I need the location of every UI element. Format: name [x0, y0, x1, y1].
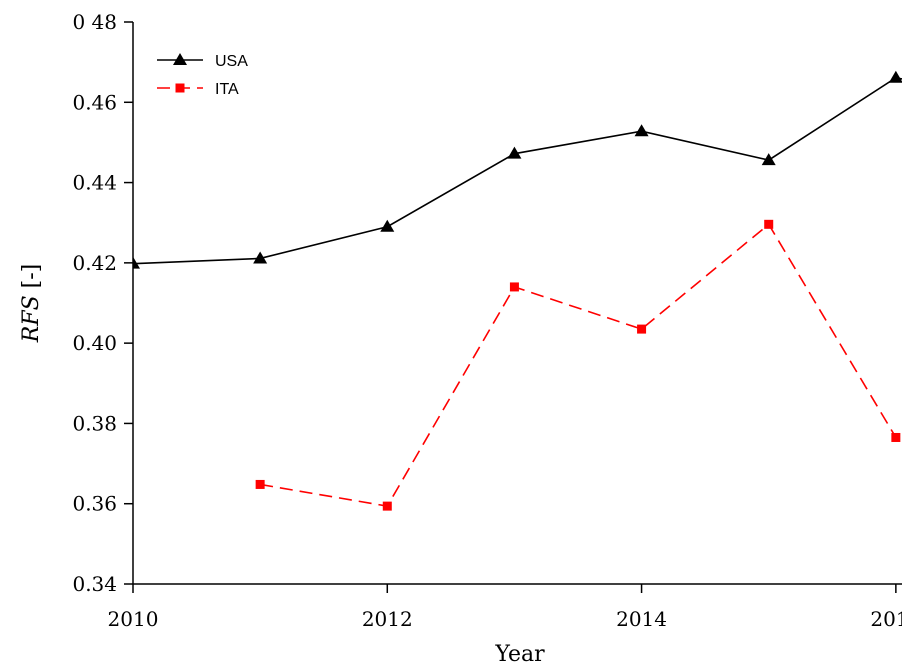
legend-marker-usa — [173, 53, 187, 65]
legend: USA ITA — [157, 53, 248, 98]
y-tick-label: 0.46 — [72, 90, 117, 114]
data-point-ita — [382, 501, 392, 511]
data-point-usa — [380, 219, 395, 232]
y-axis-ticks: 0.34 0.36 0.38 0.40 0.42 0.44 0.46 0 48 — [72, 10, 133, 596]
y-tick-label: 0.34 — [72, 572, 117, 596]
data-point-usa — [761, 153, 776, 166]
data-point-usa — [507, 146, 522, 159]
series-line-usa — [133, 76, 902, 265]
series-layer — [133, 70, 902, 511]
legend-marker-ita — [175, 83, 185, 93]
data-point-usa — [634, 124, 649, 137]
x-tick-label: 2012 — [362, 607, 413, 631]
x-tick-label: 2010 — [108, 607, 159, 631]
data-point-ita — [764, 219, 774, 229]
legend-label-usa: USA — [215, 53, 248, 70]
y-axis-title-symbol: RFS — [19, 295, 44, 343]
y-tick-label: 0 48 — [72, 10, 117, 34]
x-tick-label: 2016 — [870, 607, 902, 631]
series-line-ita — [260, 223, 902, 508]
data-point-ita — [891, 432, 901, 442]
data-point-usa — [888, 70, 902, 83]
y-axis-title-unit: [-] — [19, 264, 44, 296]
y-tick-label: 0.44 — [72, 171, 117, 195]
data-point-ita — [637, 324, 647, 334]
y-tick-label: 0.38 — [72, 411, 117, 435]
data-point-ita — [255, 479, 265, 489]
y-tick-label: 0.42 — [72, 251, 117, 275]
y-tick-label: 0.40 — [72, 331, 117, 355]
legend-label-ita: ITA — [215, 81, 239, 98]
legend-item-ita: ITA — [157, 81, 239, 98]
x-axis-title: Year — [494, 642, 545, 666]
y-axis-title: RFS [-] — [19, 264, 44, 344]
data-point-usa — [133, 256, 140, 269]
data-point-usa — [253, 251, 268, 264]
x-tick-label: 2014 — [616, 607, 667, 631]
data-point-ita — [509, 282, 519, 292]
y-tick-label: 0.36 — [72, 492, 117, 516]
legend-item-usa: USA — [157, 53, 248, 70]
x-axis-ticks: 2010 2012 2014 2016 — [108, 584, 902, 631]
